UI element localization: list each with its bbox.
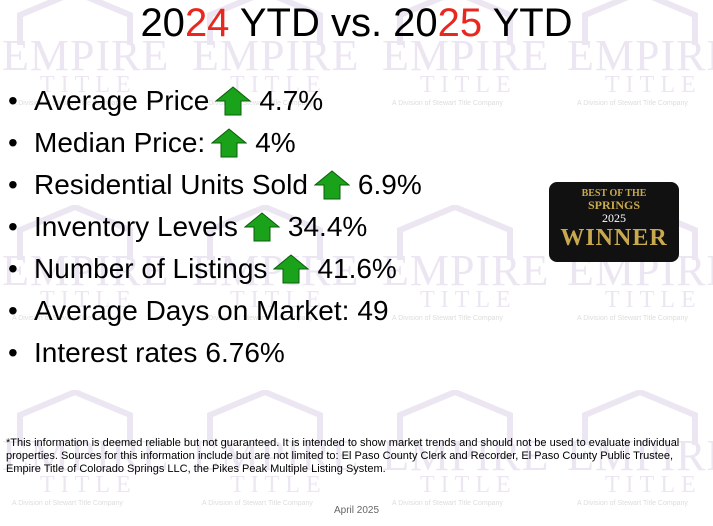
bullet-item: Residential Units Sold 6.9% xyxy=(8,164,422,206)
disclaimer: *This information is deemed reliable but… xyxy=(6,437,680,475)
arrow-shape xyxy=(313,170,350,200)
watermark-sub: TITLE xyxy=(40,472,137,498)
bullet-value: 41.6% xyxy=(317,253,397,284)
watermark-sub: TITLE xyxy=(230,472,327,498)
bullet-value: 4% xyxy=(255,127,296,158)
bullet-label: Inventory Levels xyxy=(34,211,238,242)
bullet-label: Median Price: xyxy=(34,127,206,158)
slide-title: 2024 YTD vs. 2025 YTD xyxy=(0,0,713,46)
bullet-label: Number of Listings xyxy=(34,253,268,284)
watermark-sub: TITLE xyxy=(420,472,517,498)
bullet-value: 6.76% xyxy=(205,337,285,368)
trend-arrow-up xyxy=(273,254,310,284)
arrow-shape xyxy=(243,212,280,242)
title-segment: 24 xyxy=(184,1,230,45)
watermark-division: A Division of Stewart Title Company xyxy=(577,100,688,107)
bullet-item: Inventory Levels 34.4% xyxy=(8,206,422,248)
arrow-shape xyxy=(211,128,248,158)
watermark-sub: TITLE xyxy=(420,72,517,98)
bullet-value: 49 xyxy=(357,295,389,326)
bullet-label: Average Days on Market: xyxy=(34,295,350,326)
watermark-sub: TITLE xyxy=(605,287,702,313)
arrow-shape xyxy=(273,254,310,284)
watermark-division: A Division of Stewart Title Company xyxy=(577,315,688,322)
bullet-item: Median Price: 4% xyxy=(8,122,422,164)
watermark-sub: TITLE xyxy=(420,287,517,313)
bullet-item: Average Days on Market:49 xyxy=(8,290,422,332)
badge-word: WINNER xyxy=(560,225,668,251)
bullet-list: Average Price 4.7% Median Price: 4% Resident… xyxy=(8,80,422,374)
badge-line: SPRINGS xyxy=(587,198,640,212)
bullet-label: Interest rates xyxy=(34,337,198,368)
watermark-sub: TITLE xyxy=(605,472,702,498)
title-segment: 25 xyxy=(437,1,483,45)
watermark-sub: TITLE xyxy=(605,72,702,98)
bullet-label: Average Price xyxy=(34,85,210,116)
title-segment: YTD xyxy=(482,1,573,45)
trend-arrow-up xyxy=(243,212,280,242)
award-badge: BEST OF THE SPRINGS 2025 WINNER xyxy=(549,182,679,262)
trend-arrow-up xyxy=(211,128,248,158)
badge-year: 2025 xyxy=(602,211,626,225)
bullet-item: Average Price 4.7% xyxy=(8,80,422,122)
bullet-label: Residential Units Sold xyxy=(34,169,308,200)
title-segment: 20 xyxy=(140,1,185,45)
bullet-value: 34.4% xyxy=(287,211,368,242)
bullet-value: 6.9% xyxy=(357,169,422,200)
trend-arrow-up xyxy=(313,170,350,200)
date: April 2025 xyxy=(333,505,380,516)
badge-line: BEST OF THE xyxy=(581,188,647,199)
title-segment: YTD vs. 20 xyxy=(229,1,438,45)
trend-arrow-up xyxy=(215,86,252,116)
arrow-shape xyxy=(215,86,252,116)
bullet-value: 4.7% xyxy=(259,85,324,116)
bullet-item: Number of Listings 41.6% xyxy=(8,248,422,290)
